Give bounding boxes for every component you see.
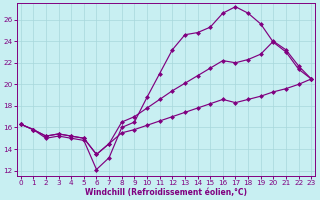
- X-axis label: Windchill (Refroidissement éolien,°C): Windchill (Refroidissement éolien,°C): [85, 188, 247, 197]
